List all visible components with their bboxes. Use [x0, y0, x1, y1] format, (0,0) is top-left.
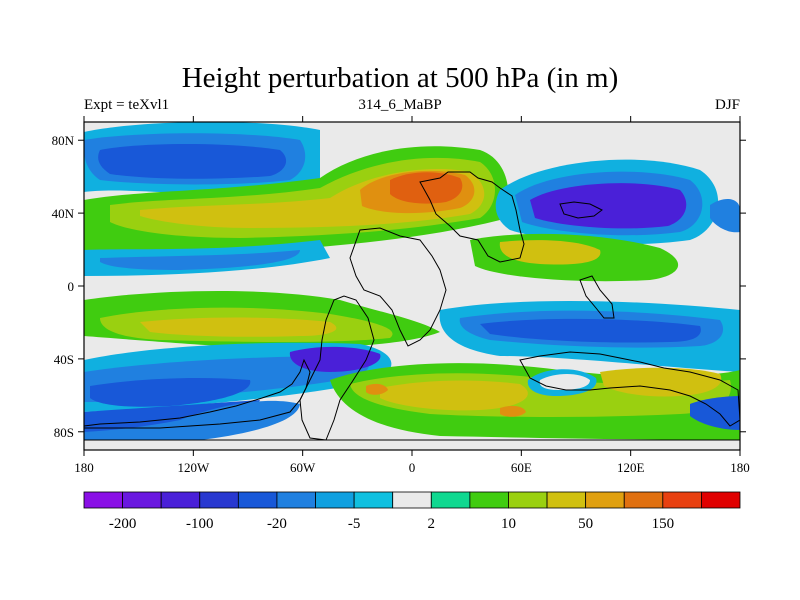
neutral-loop: [539, 374, 590, 390]
lat-tick-label: 80S: [54, 425, 74, 440]
coastlines: [84, 171, 740, 441]
colorbar-swatch: [315, 491, 355, 509]
colorbar-swatch: [199, 491, 239, 509]
contour-negative-mid: [84, 400, 300, 440]
colorbar-swatch: [585, 491, 625, 509]
contour-negative-strong: [289, 346, 381, 372]
colorbar-swatch: [122, 491, 162, 509]
colorbar-swatch: [353, 491, 394, 509]
colorbar-label: -20: [267, 516, 287, 532]
colorbar-label: 150: [652, 516, 675, 532]
contour-negative-strong: [90, 378, 251, 407]
colorbar-label: 2: [428, 516, 436, 532]
colorbar-swatch: [276, 491, 316, 509]
contour-negative-strong: [98, 144, 287, 179]
colorbar-swatch: [392, 491, 432, 509]
colorbar-swatch: [237, 491, 278, 509]
colorbar-label: -200: [109, 516, 137, 532]
lon-tick-label: 180: [730, 460, 750, 475]
longitude-axis: 180 120W 60W 0 60E 120E 180: [74, 116, 750, 475]
lat-tick-label: 40S: [54, 352, 74, 367]
contour-negative-mid: [100, 250, 300, 270]
colorbar-swatch: [430, 491, 471, 509]
contour-positive-mid: [380, 380, 528, 411]
colorbar: -200 -100 -20 -5 2 10 50 150: [83, 491, 741, 532]
contour-negative-strong: [530, 183, 687, 229]
colorbar-swatch: [508, 491, 548, 509]
colorbar-label: 50: [578, 516, 593, 532]
contour-negative-strong: [690, 396, 740, 430]
lon-tick-label: 0: [409, 460, 416, 475]
contour-positive-strong: [366, 383, 388, 395]
map-title: Height perturbation at 500 hPa (in m): [181, 62, 619, 94]
lon-tick-label: 60W: [290, 460, 316, 475]
colorbar-swatch: [83, 491, 123, 509]
lon-tick-label: 120E: [617, 460, 645, 475]
colorbar-swatch: [160, 491, 201, 509]
contour-positive-peak: [390, 172, 463, 204]
contour-positive-mid: [600, 367, 722, 397]
colorbar-swatch: [469, 491, 509, 509]
colorbar-label: -100: [186, 516, 214, 532]
contour-positive-mid: [499, 240, 601, 265]
lon-tick-label: 120W: [177, 460, 210, 475]
lat-tick-label: 80N: [52, 133, 75, 148]
colorbar-swatch: [701, 491, 741, 509]
lon-tick-label: 60E: [511, 460, 532, 475]
colorbar-label: 10: [501, 516, 516, 532]
contour-positive-mid: [140, 317, 337, 337]
colorbar-swatch: [662, 491, 702, 509]
season-label: DJF: [714, 97, 740, 113]
colorbar-label: -5: [348, 516, 361, 532]
colorbar-swatch: [623, 491, 664, 509]
contour-positive-strong: [500, 405, 526, 417]
lat-tick-label: 40N: [52, 206, 75, 221]
lon-tick-label: 180: [74, 460, 94, 475]
contour-field: [84, 122, 740, 450]
contour-negative-mid: [710, 198, 740, 233]
neutral-polar-band: [84, 440, 740, 450]
experiment-label: Expt = teXvl1: [84, 97, 170, 113]
period-label: 314_6_MaBP: [358, 97, 442, 113]
colorbar-swatch: [546, 491, 587, 509]
lat-tick-label: 0: [68, 279, 75, 294]
latitude-axis: 80N 40N 0 40S 80S: [52, 133, 746, 440]
contour-negative-strong: [480, 318, 701, 343]
